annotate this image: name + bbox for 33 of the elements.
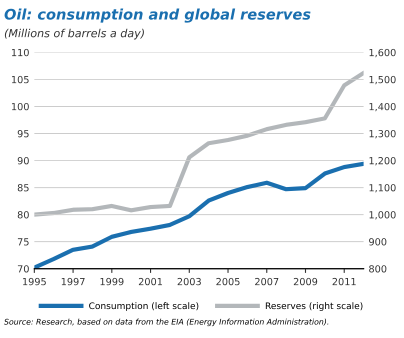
x-tick-label: 1995 — [23, 278, 46, 286]
y-tick-label: 105 — [12, 76, 29, 84]
y-tick-label: 75 — [18, 238, 29, 246]
y2-tick-label: 1,000 — [370, 211, 396, 220]
y2-tick-label: 900 — [369, 238, 386, 246]
x-tick-label: 1997 — [62, 278, 85, 286]
x-tick-label: 2009 — [294, 278, 318, 286]
x-tick-label: 2007 — [255, 278, 278, 286]
line-series — [34, 162, 364, 269]
y-tick-label: 70 — [18, 265, 29, 273]
y-tick-label: 100 — [12, 102, 29, 110]
chart-subtitle: (Millions of barrels a day) — [4, 28, 144, 40]
x-tick-label: 2011 — [332, 278, 356, 286]
y2-tick-label: 800 — [369, 265, 386, 273]
legend-label: Reserves (right scale) — [266, 302, 362, 311]
y2-tick-label: 1,200 — [370, 157, 396, 166]
x-tick-label: 2003 — [178, 278, 201, 286]
y-tick-label: 95 — [18, 130, 29, 138]
x-tick-label: 2001 — [138, 278, 162, 286]
y-tick-label: 90 — [18, 157, 29, 164]
y-tick-label: 110 — [12, 48, 29, 56]
y2-tick-label: 1,600 — [370, 48, 396, 58]
x-tick-label: 2005 — [216, 278, 240, 286]
y2-tick-label: 1,300 — [370, 130, 396, 138]
x-tick-label: 1999 — [100, 278, 124, 286]
y2-tick-label: 1,100 — [370, 184, 396, 192]
y-tick-label: 85 — [18, 184, 29, 192]
y2-tick-label: 1,400 — [370, 102, 396, 112]
line-series — [34, 70, 364, 217]
y2-tick-label: 1,500 — [370, 76, 396, 84]
legend-label: Consumption (left scale) — [89, 302, 198, 311]
chart-title: Oil: consumption and global reserves — [4, 8, 310, 23]
y-tick-label: 80 — [18, 211, 29, 218]
